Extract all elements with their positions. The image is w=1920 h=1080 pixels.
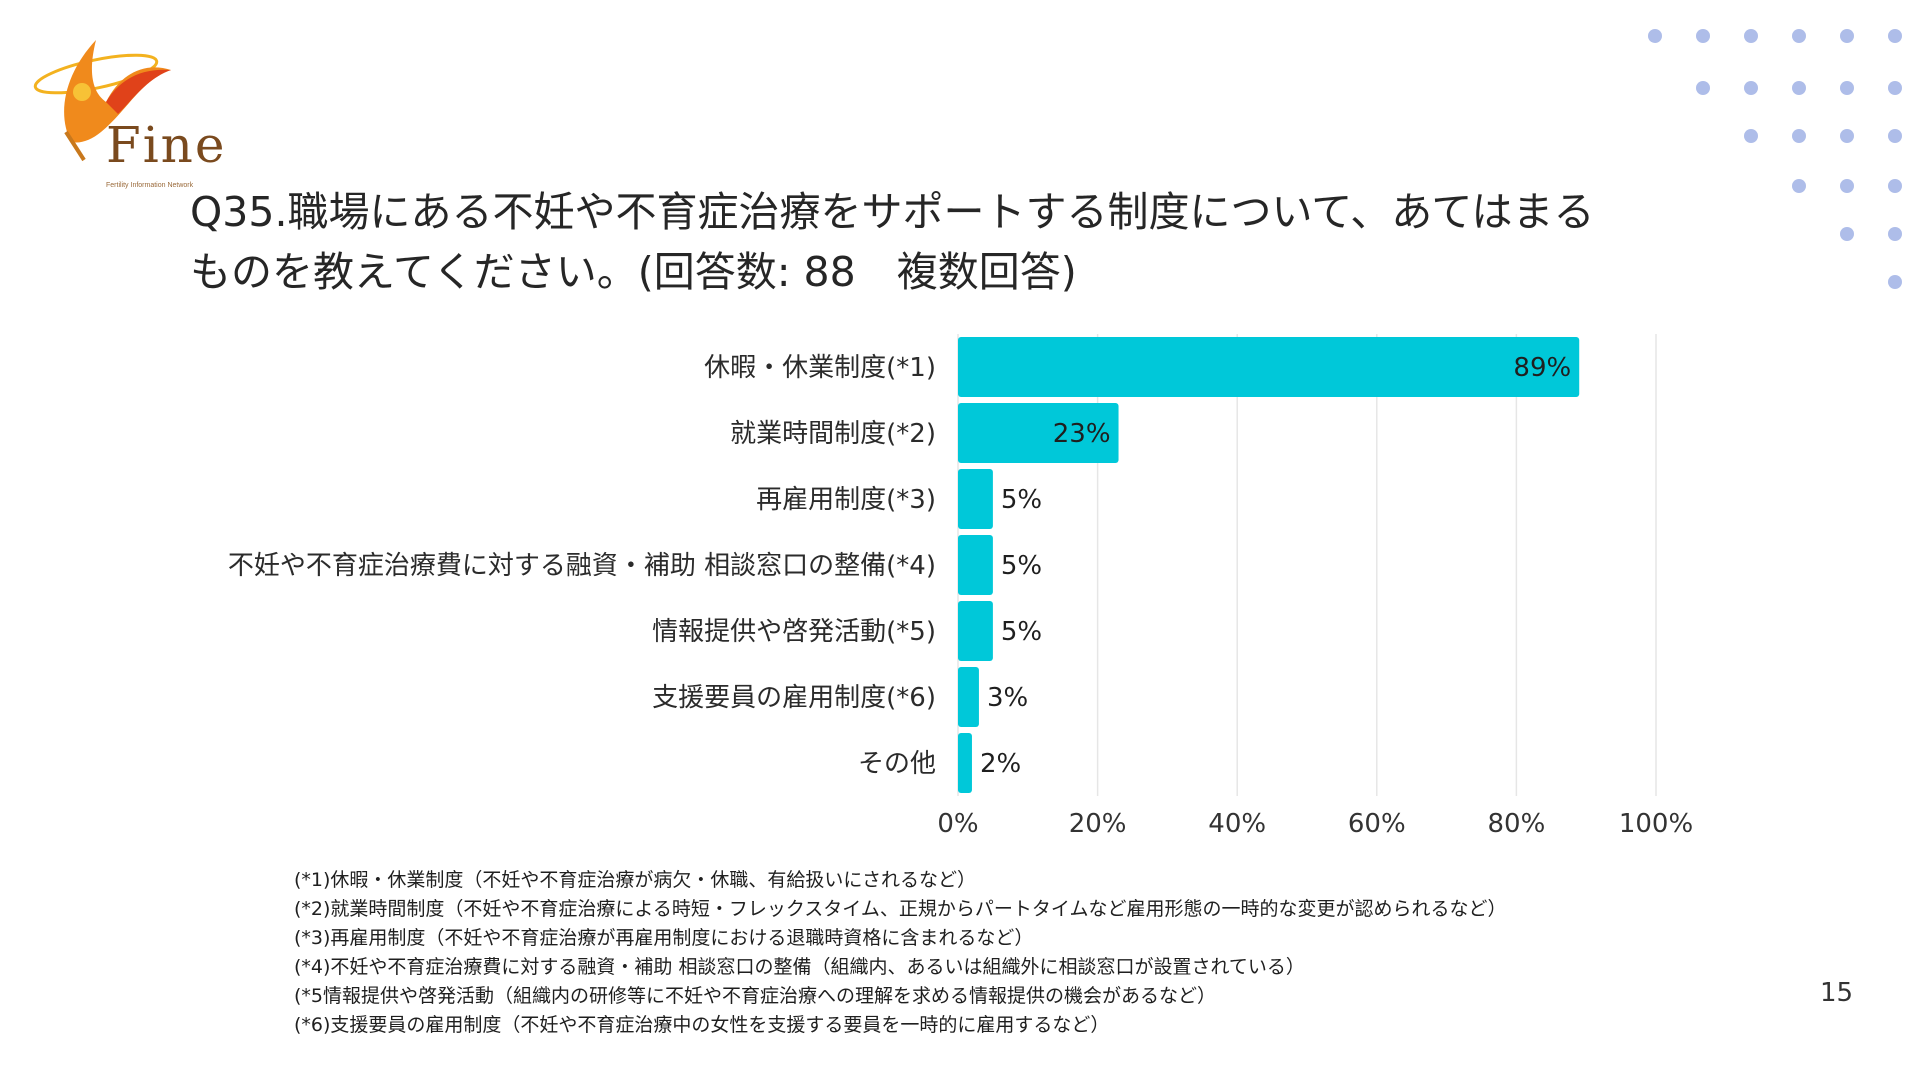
category-label: 再雇用制度(*3) [756, 485, 936, 515]
footnote-5: (*5情報提供や啓発活動（組織内の研修等に不妊や不育症治療への理解を求める情報提… [294, 985, 1217, 1007]
category-label: 支援要員の雇用制度(*6) [652, 683, 936, 713]
x-tick-label: 40% [1208, 809, 1266, 839]
footnote-1: (*1)休暇・休業制度（不妊や不育症治療が病欠・休職、有給扱いにされるなど） [294, 869, 977, 891]
value-label: 89% [1513, 353, 1571, 383]
x-tick-label: 60% [1348, 809, 1406, 839]
footnote-2: (*2)就業時間制度（不妊や不育症治療による時短・フレックスタイム、正規からパー… [294, 898, 1507, 920]
x-tick-label: 100% [1619, 809, 1693, 839]
value-label: 5% [1001, 617, 1042, 647]
bar [958, 337, 1580, 397]
category-label: 不妊や不育症治療費に対する融資・補助 相談窓口の整備(*4) [228, 551, 936, 581]
category-label: 休暇・休業制度(*1) [704, 353, 936, 383]
value-label: 2% [980, 749, 1021, 779]
page-title: Q35.職場にある不妊や不育症治療をサポートする制度について、あてはまる ものを… [190, 182, 1690, 302]
footnotes: (*1)休暇・休業制度（不妊や不育症治療が病欠・休職、有給扱いにされるなど） (… [294, 866, 1794, 1040]
category-label: 就業時間制度(*2) [730, 419, 936, 449]
fine-logo: Fine Fertility Information Network [26, 32, 224, 189]
title-line-2: ものを教えてください。(回答数: 88 複数回答) [190, 248, 1077, 296]
logo-word: Fine [106, 116, 227, 174]
bar [958, 469, 993, 529]
x-tick-label: 0% [937, 809, 978, 839]
bar [958, 403, 1119, 463]
bar [958, 601, 993, 661]
title-line-1: Q35.職場にある不妊や不育症治療をサポートする制度について、あてはまる [190, 188, 1595, 236]
footnote-3: (*3)再雇用制度（不妊や不育症治療が再雇用制度における退職時資格に含まれるなど… [294, 927, 1034, 949]
category-label: 情報提供や啓発活動(*5) [652, 617, 936, 647]
value-label: 5% [1001, 485, 1042, 515]
bar [958, 667, 979, 727]
bar [958, 535, 993, 595]
bar-chart: 0% 20% 40% 60% 80% 100% 休暇・休業制度(*1) 89% 就業時間制度(*… [228, 334, 1693, 839]
footnote-4: (*4)不妊や不育症治療費に対する融資・補助 相談窓口の整備（組織内、あるいは組… [294, 956, 1305, 978]
x-tick-label: 20% [1069, 809, 1127, 839]
logo-subtitle: Fertility Information Network [106, 182, 194, 189]
value-label: 5% [1001, 551, 1042, 581]
bar [958, 733, 972, 793]
value-label: 23% [1053, 419, 1111, 449]
footnote-6: (*6)支援要員の雇用制度（不妊や不育症治療中の女性を支援する要員を一時的に雇用… [294, 1014, 1110, 1036]
x-tick-label: 80% [1488, 809, 1546, 839]
flame-logo-icon [33, 40, 171, 162]
category-label: その他 [858, 749, 936, 779]
page-number: 15 [1820, 978, 1854, 1008]
value-label: 3% [987, 683, 1028, 713]
